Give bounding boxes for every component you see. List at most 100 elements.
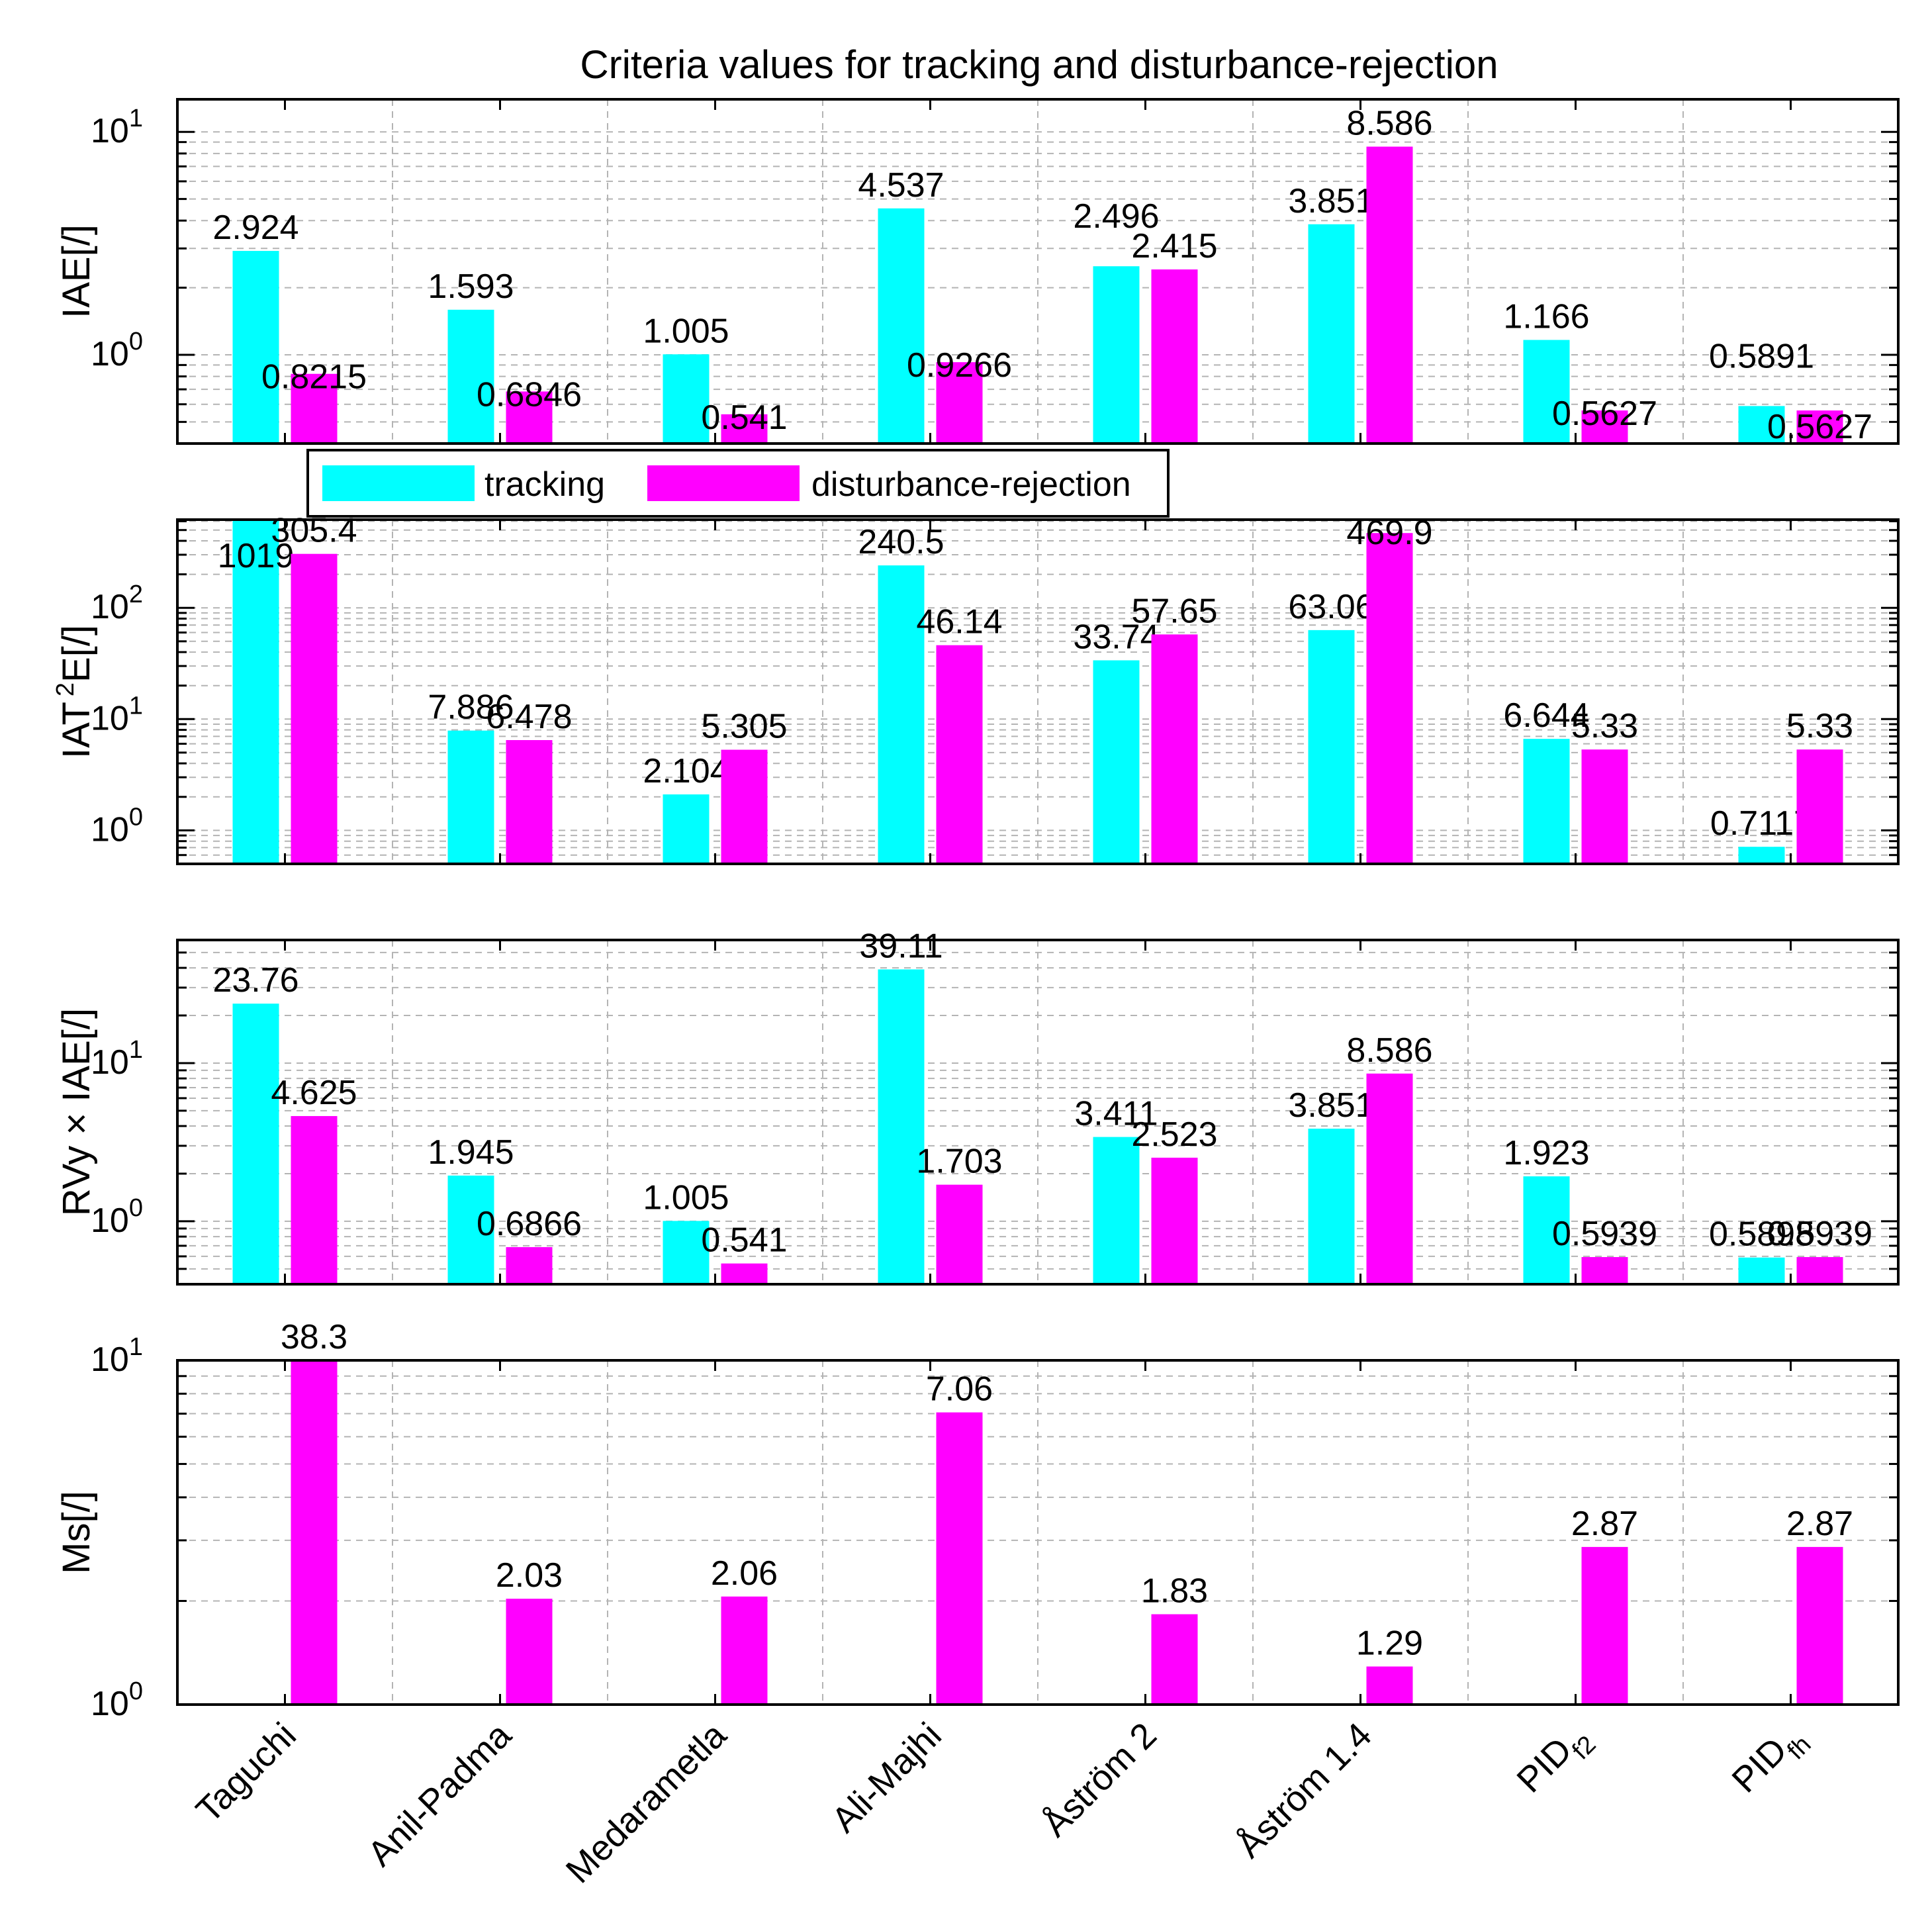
y-tick-label: 101 <box>91 1333 143 1379</box>
bar-tracking <box>1523 1176 1570 1284</box>
legend-swatch-disturbance-rejection <box>647 465 800 501</box>
bar-disturbance-rejection <box>506 1246 553 1284</box>
bar-disturbance-rejection <box>936 362 983 444</box>
data-label: 0.5627 <box>1767 408 1872 446</box>
y-axis-label: IAT2E[/] <box>52 625 98 759</box>
data-label: 0.541 <box>701 399 787 437</box>
category-label: PIDfh <box>1724 1715 1816 1807</box>
bar-tracking <box>1308 224 1355 444</box>
data-label: 0.541 <box>701 1221 787 1260</box>
data-label: 5.305 <box>701 708 787 746</box>
bar-tracking <box>1523 739 1570 864</box>
bar-tracking <box>663 794 710 864</box>
bar-disturbance-rejection <box>721 1263 768 1284</box>
category-label: Ali-Majhi <box>824 1715 949 1840</box>
legend-swatch-tracking <box>322 465 475 501</box>
bar-tracking <box>447 730 494 864</box>
data-label: 3.411 <box>1074 1095 1158 1133</box>
data-label: 7.06 <box>926 1370 993 1409</box>
bar-tracking <box>447 1175 494 1284</box>
bar-disturbance-rejection <box>1581 1256 1628 1284</box>
data-label: 0.6846 <box>477 375 582 414</box>
data-label: 39.11 <box>859 927 943 965</box>
data-label: 2.496 <box>1073 197 1159 236</box>
data-label: 1.703 <box>916 1143 1002 1181</box>
data-label: 1.005 <box>643 1178 729 1217</box>
data-label: 240.5 <box>858 523 944 561</box>
panel-4-grid <box>177 1360 1898 1705</box>
bar-disturbance-rejection <box>1366 1666 1413 1705</box>
bar-disturbance-rejection <box>291 1360 338 1705</box>
y-tick-label: 101 <box>91 1036 143 1082</box>
bar-tracking <box>232 520 279 864</box>
bar-disturbance-rejection <box>1581 1546 1628 1705</box>
bar-disturbance-rejection <box>291 553 338 864</box>
data-label: 3.851 <box>1288 182 1374 220</box>
bar-disturbance-rejection <box>1796 1256 1843 1284</box>
data-label: 305.4 <box>271 512 357 550</box>
data-label: 2.87 <box>1571 1505 1638 1543</box>
bar-disturbance-rejection <box>1366 1073 1413 1284</box>
bar-tracking <box>1738 406 1785 444</box>
bar-disturbance-rejection <box>1151 1157 1198 1284</box>
bar-disturbance-rejection <box>1366 533 1413 864</box>
data-label: 2.924 <box>212 209 299 247</box>
data-label: 0.6866 <box>477 1205 582 1243</box>
data-label: 33.74 <box>1073 618 1159 657</box>
data-label: 1.83 <box>1141 1572 1208 1611</box>
data-label: 0.9266 <box>907 346 1012 385</box>
data-label: 2.03 <box>496 1556 563 1595</box>
data-label: 63.06 <box>1288 588 1374 626</box>
panel-1-frame <box>176 98 1900 445</box>
data-label: 4.537 <box>858 166 944 205</box>
data-label: 0.5939 <box>1767 1215 1872 1253</box>
bar-disturbance-rejection <box>936 1184 983 1284</box>
data-label: 1.29 <box>1356 1624 1423 1662</box>
data-label: 1.923 <box>1503 1134 1589 1172</box>
y-tick-label: 101 <box>91 692 143 737</box>
data-label: 6.478 <box>486 698 572 736</box>
data-label: 1.945 <box>428 1133 514 1172</box>
bar-tracking <box>232 251 279 444</box>
data-label: 0.5627 <box>1552 395 1657 433</box>
panel-3: 23.76 1.945 1.005 39.11 3.411 3.851 1.923 0.589… <box>55 927 1900 1286</box>
data-label: 1.593 <box>428 267 514 306</box>
bar-disturbance-rejection <box>291 1115 338 1284</box>
bar-tracking <box>1738 847 1785 864</box>
category-label: Taguchi <box>189 1715 304 1830</box>
bar-disturbance-rejection <box>1151 269 1198 444</box>
data-label: 6.644 <box>1503 696 1589 735</box>
data-label: 0.8215 <box>261 358 367 397</box>
legend: tracking disturbance-rejection <box>306 449 1170 518</box>
y-axis-label: Ms[/] <box>55 1491 98 1574</box>
bar-disturbance-rejection <box>1581 749 1628 864</box>
data-label: 2.87 <box>1786 1505 1853 1543</box>
data-label: 1019 <box>218 537 295 575</box>
data-label: 23.76 <box>212 961 299 1000</box>
data-label: 1.005 <box>643 312 729 350</box>
bar-disturbance-rejection <box>936 645 983 864</box>
category-label: Anil-Padma <box>360 1714 519 1873</box>
panel-2: 1019 7.886 2.104 240.5 33.74 63.06 6.644 0.7117… <box>52 512 1900 865</box>
category-label: Åström 1.4 <box>1229 1715 1379 1865</box>
bar-disturbance-rejection <box>506 391 553 444</box>
bar-disturbance-rejection <box>1151 634 1198 864</box>
legend-label-disturbance-rejection: disturbance-rejection <box>811 465 1131 504</box>
bar-disturbance-rejection <box>936 1412 983 1705</box>
panel-2-frame <box>176 518 1900 865</box>
bar-tracking <box>447 309 494 444</box>
y-tick-label: 100 <box>91 1677 143 1723</box>
bar-tracking <box>878 208 925 444</box>
bar-disturbance-rejection <box>291 373 338 444</box>
panel-4-frame <box>176 1359 1900 1706</box>
data-label: 2.523 <box>1131 1115 1217 1154</box>
bar-tracking <box>878 565 925 864</box>
category-label: Åström 2 <box>1035 1715 1164 1844</box>
data-label: 0.5891 <box>1709 337 1814 375</box>
bar-disturbance-rejection <box>721 749 768 864</box>
y-tick-label: 102 <box>91 581 143 626</box>
data-label: 46.14 <box>916 603 1002 641</box>
bar-disturbance-rejection <box>1796 1546 1843 1705</box>
y-axis-label: RVy × IAE[/] <box>55 1008 98 1216</box>
